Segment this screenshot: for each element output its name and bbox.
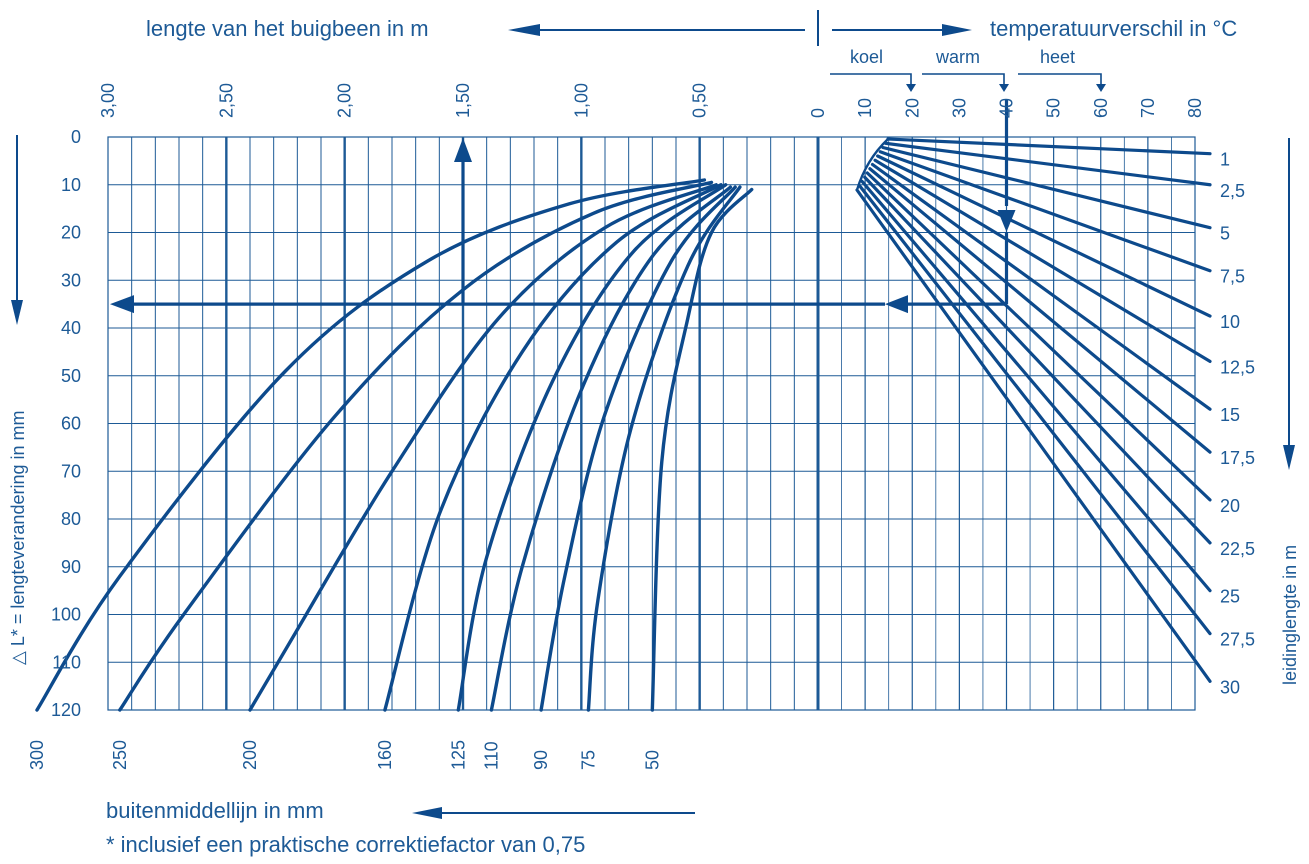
warm-bracket: warm: [922, 47, 1009, 92]
koel-bracket: koel: [830, 47, 916, 92]
pipe-length-label: 2,5: [1220, 181, 1245, 201]
right-title: temperatuurverschil in °C: [990, 16, 1237, 41]
pipe-length-label: 25: [1220, 587, 1240, 607]
pipe-length-line-12,5: [873, 158, 1212, 364]
pipe-length-line-30: [855, 188, 1212, 683]
diameter-label: 125: [448, 740, 468, 770]
pipe-length-label: 20: [1220, 496, 1240, 516]
pipe-length-line-20: [865, 171, 1212, 502]
pipe-length-label: 5: [1220, 224, 1230, 244]
top-left-tick-label: 2,50: [216, 83, 236, 118]
top-left-tick-label: 0: [808, 108, 828, 118]
right-arrow-icon: [832, 24, 972, 36]
right-axis-label: leidinglengte in m: [1280, 545, 1300, 685]
diameter-label: 250: [110, 740, 130, 770]
y-tick-label: 50: [61, 366, 81, 386]
up-arrow-icon: [454, 138, 472, 162]
svg-text:koel: koel: [850, 47, 883, 67]
pipe-length-label: 30: [1220, 677, 1240, 697]
bottom-arrow-icon: [412, 807, 695, 819]
pipe-length-label: 7,5: [1220, 267, 1245, 287]
diameter-curve-50: [650, 187, 754, 712]
right-axis-arrow-icon: [1283, 138, 1295, 470]
y-tick-label: 30: [61, 270, 81, 290]
down-arrow-icon: [997, 210, 1016, 232]
left-arrow-icon: [885, 295, 908, 314]
y-tick-label: 80: [61, 509, 81, 529]
diameter-label: 50: [642, 750, 662, 770]
diameter-curve-160: [383, 183, 723, 712]
y-tick-label: 120: [51, 700, 81, 720]
left-axis-arrow-icon: [11, 135, 23, 325]
top-right-tick-label: 40: [997, 98, 1017, 118]
diameter-curve-75: [586, 185, 742, 712]
y-tick-label: 70: [61, 461, 81, 481]
pipe-length-lines: [855, 137, 1212, 683]
top-right-tick-label: 70: [1138, 98, 1158, 118]
diameter-label: 300: [27, 740, 47, 770]
top-left-tick-label: 1,50: [453, 83, 473, 118]
left-arrow-icon: [508, 24, 805, 36]
top-right-tick-label: 10: [855, 98, 875, 118]
y-tick-label: 110: [52, 652, 81, 672]
diameter-curve-250: [118, 180, 714, 712]
pipe-length-line-17,5: [868, 167, 1212, 454]
top-right-tick-label: 20: [902, 98, 922, 118]
diameter-label: 200: [240, 740, 260, 770]
top-left-tick-label: 1,00: [571, 83, 591, 118]
pipe-length-label: 12,5: [1220, 357, 1255, 377]
pipe-length-line-25: [860, 179, 1212, 593]
pipe-length-line-22,5: [863, 175, 1212, 545]
grid: [107, 136, 1196, 711]
example-path: [110, 100, 1016, 314]
pipe-length-line-15: [870, 162, 1212, 411]
pipe-length-label: 27,5: [1220, 630, 1255, 650]
pipe-length-line-10: [876, 154, 1212, 318]
y-tick-label: 100: [51, 605, 81, 625]
diameter-curve-200: [248, 183, 718, 712]
top-right-tick-label: 30: [949, 98, 969, 118]
left-title: lengte van het buigbeen in m: [146, 16, 429, 41]
pipe-length-label: 1: [1220, 150, 1230, 170]
svg-text:warm: warm: [935, 47, 980, 67]
diameter-label: 110: [481, 741, 501, 770]
y-axis-label: △ L* = lengteverandering in mm: [8, 411, 28, 665]
diameter-label: 75: [578, 750, 598, 770]
diameter-curve-110: [489, 185, 733, 712]
top-right-tick-label: 50: [1044, 98, 1064, 118]
pipe-length-line-5: [881, 145, 1212, 230]
pipe-length-line-27,5: [857, 184, 1212, 636]
top-right-tick-label: 80: [1185, 98, 1205, 118]
diameter-curve-300: [35, 178, 707, 712]
y-tick-label: 0: [71, 127, 81, 147]
diameter-curves: [35, 178, 754, 712]
pipe-length-label: 15: [1220, 405, 1240, 425]
svg-text:heet: heet: [1040, 47, 1075, 67]
pipe-length-line-7,5: [878, 150, 1212, 273]
y-tick-label: 40: [61, 318, 81, 338]
pipe-length-line-1: [886, 137, 1212, 156]
diameter-label: 90: [531, 750, 551, 770]
bottom-axis-label: buitenmiddellijn in mm: [106, 798, 324, 823]
y-tick-label: 60: [61, 414, 81, 434]
y-tick-label: 20: [61, 223, 81, 243]
y-tick-label: 10: [61, 175, 81, 195]
pipe-length-label: 17,5: [1220, 448, 1255, 468]
footnote: * inclusief een praktische correktiefact…: [106, 832, 585, 857]
top-left-tick-label: 0,50: [690, 83, 710, 118]
pipe-length-line-2,5: [883, 141, 1212, 187]
top-left-tick-label: 3,00: [98, 83, 118, 118]
diameter-curve-90: [539, 185, 737, 712]
top-left-tick-label: 2,00: [335, 83, 355, 118]
diameter-curve-125: [456, 183, 728, 712]
left-arrow-icon: [110, 295, 134, 314]
heet-bracket: heet: [1018, 47, 1106, 92]
diameter-label: 160: [375, 740, 395, 770]
pipe-length-label: 22,5: [1220, 539, 1255, 559]
y-tick-label: 90: [61, 557, 81, 577]
top-right-tick-label: 60: [1091, 98, 1111, 118]
pipe-length-label: 10: [1220, 312, 1240, 332]
